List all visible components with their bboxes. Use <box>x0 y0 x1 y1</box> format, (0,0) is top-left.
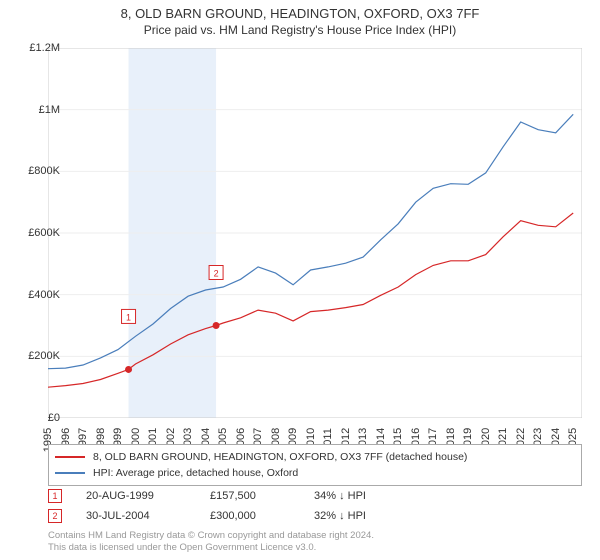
sale-marker-1: 1 <box>48 489 62 503</box>
y-tick-label: £400K <box>28 289 60 301</box>
footnote: Contains HM Land Registry data © Crown c… <box>48 530 374 554</box>
sales-table: 1 20-AUG-1999 £157,500 34% ↓ HPI 2 30-JU… <box>48 486 414 526</box>
sale-pct: 34% ↓ HPI <box>314 490 414 502</box>
legend-label: HPI: Average price, detached house, Oxfo… <box>93 467 298 479</box>
sales-row: 1 20-AUG-1999 £157,500 34% ↓ HPI <box>48 486 414 506</box>
sale-date: 20-AUG-1999 <box>86 490 186 502</box>
svg-text:2: 2 <box>214 269 219 279</box>
title-main: 8, OLD BARN GROUND, HEADINGTON, OXFORD, … <box>0 6 600 21</box>
legend-swatch <box>55 456 85 458</box>
chart-container: 8, OLD BARN GROUND, HEADINGTON, OXFORD, … <box>0 0 600 560</box>
legend-item: 8, OLD BARN GROUND, HEADINGTON, OXFORD, … <box>55 449 575 465</box>
y-tick-label: £1.2M <box>29 42 60 54</box>
y-tick-label: £1M <box>39 104 60 116</box>
y-tick-label: £800K <box>28 165 60 177</box>
sales-row: 2 30-JUL-2004 £300,000 32% ↓ HPI <box>48 506 414 526</box>
price-chart: 12 <box>48 48 582 418</box>
legend-swatch <box>55 472 85 474</box>
y-tick-label: £600K <box>28 227 60 239</box>
title-block: 8, OLD BARN GROUND, HEADINGTON, OXFORD, … <box>0 0 600 41</box>
sale-price: £157,500 <box>210 490 290 502</box>
y-tick-label: £200K <box>28 350 60 362</box>
footnote-line: Contains HM Land Registry data © Crown c… <box>48 530 374 542</box>
legend-label: 8, OLD BARN GROUND, HEADINGTON, OXFORD, … <box>93 451 467 463</box>
y-tick-label: £0 <box>48 412 60 424</box>
svg-text:1: 1 <box>126 312 131 322</box>
sale-date: 30-JUL-2004 <box>86 510 186 522</box>
footnote-line: This data is licensed under the Open Gov… <box>48 542 374 554</box>
legend-item: HPI: Average price, detached house, Oxfo… <box>55 465 575 481</box>
sale-pct: 32% ↓ HPI <box>314 510 414 522</box>
sale-marker-2: 2 <box>48 509 62 523</box>
legend: 8, OLD BARN GROUND, HEADINGTON, OXFORD, … <box>48 444 582 486</box>
sale-price: £300,000 <box>210 510 290 522</box>
title-sub: Price paid vs. HM Land Registry's House … <box>0 23 600 37</box>
